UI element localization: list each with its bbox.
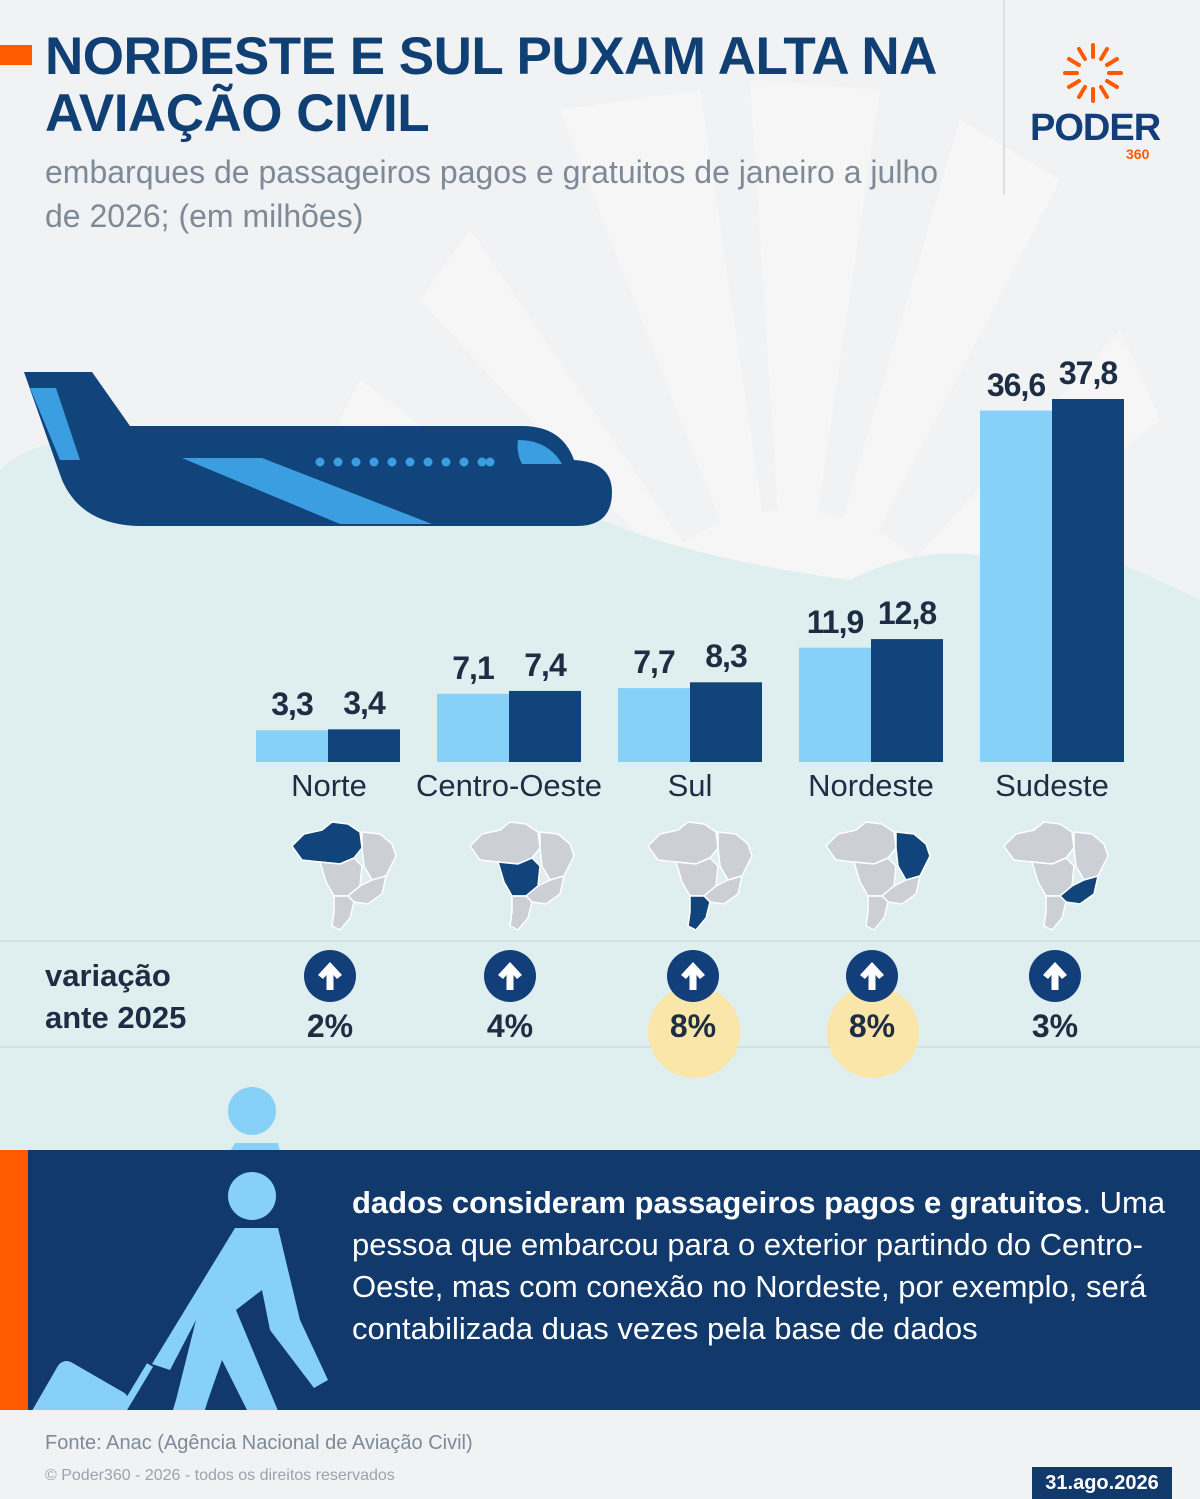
- brazil-map-icon: [291, 821, 397, 931]
- map-region-sul: [687, 895, 711, 931]
- variation-item-sul: 8%: [633, 948, 753, 1078]
- bar-norte-series-2: [328, 729, 400, 762]
- brazil-map-icon: [647, 821, 753, 931]
- region-label-sul: Sul: [667, 768, 713, 803]
- map-region-norte: [1003, 821, 1075, 865]
- bar-sudeste-series-1: [980, 410, 1052, 762]
- variation-item-centro-oeste: 4%: [450, 948, 570, 1068]
- up-arrow-icon: [304, 950, 356, 1002]
- bar-norte-series-1: [256, 730, 328, 762]
- variation-percent: 8%: [669, 1008, 717, 1044]
- bar-sudeste-series-2: [1052, 399, 1124, 762]
- page-title: NORDESTE E SUL PUXAM ALTA NA AVIAÇÃO CIV…: [45, 27, 935, 143]
- brazil-map-icon: [825, 821, 931, 931]
- map-region-sul: [865, 895, 889, 931]
- bar-value-label: 7,1: [452, 649, 494, 686]
- page-subtitle: embarques de passageiros pagos e gratuit…: [45, 154, 939, 234]
- variation-item-sudeste: 3%: [995, 948, 1115, 1068]
- brand-number: 360: [1126, 146, 1150, 162]
- bar-value-label: 7,7: [633, 644, 675, 681]
- up-arrow-icon: [1029, 950, 1081, 1002]
- variation-item-nordeste: 8%: [812, 948, 932, 1078]
- map-region-norte: [825, 821, 897, 865]
- map-region-nordeste: [895, 831, 931, 881]
- variation-percent: 8%: [848, 1008, 896, 1044]
- map-region-norte: [291, 821, 363, 865]
- up-arrow-icon: [846, 950, 898, 1002]
- copyright-text: © Poder360 - 2026 - todos os direitos re…: [45, 1467, 395, 1484]
- up-arrow-icon: [667, 950, 719, 1002]
- map-region-norte: [647, 821, 719, 865]
- brand-separator: [1003, 0, 1005, 195]
- region-label-nordeste: Nordeste: [808, 768, 934, 803]
- source-text: Fonte: Anac (Agência Nacional de Aviação…: [45, 1432, 473, 1454]
- bar-value-label: 36,6: [986, 366, 1046, 403]
- map-region-nordeste: [717, 831, 753, 881]
- variation-percent: 3%: [1031, 1008, 1079, 1044]
- brazil-map-icon: [1003, 821, 1109, 931]
- bar-sul-series-2: [690, 682, 762, 762]
- bar-value-label: 7,4: [524, 646, 566, 683]
- map-region-nordeste: [361, 831, 397, 881]
- brand-name: PODER: [1030, 107, 1161, 149]
- sun-logo-icon: [1063, 43, 1123, 103]
- bar-value-label: 8,3: [705, 638, 747, 675]
- region-label-norte: Norte: [291, 768, 367, 803]
- bar-value-label: 37,8: [1058, 355, 1118, 391]
- bar-value-label: 12,8: [877, 595, 937, 632]
- brazil-map-icon: [469, 821, 575, 931]
- traveler-overlay-icon: [11, 1172, 328, 1410]
- bar-nordeste-series-2: [871, 639, 943, 762]
- bar-value-label: 11,9: [806, 603, 865, 640]
- map-region-norte: [469, 821, 541, 865]
- bar-centro-oeste-series-1: [437, 693, 509, 762]
- map-region-sul: [509, 895, 533, 931]
- variation-percent: 4%: [486, 1008, 534, 1044]
- map-region-nordeste: [1073, 831, 1109, 881]
- bar-sul-series-1: [618, 688, 690, 762]
- bar-centro-oeste-series-2: [509, 690, 581, 762]
- map-region-nordeste: [539, 831, 575, 881]
- note-text: dados consideram passageiros pagos e gra…: [352, 1185, 1166, 1346]
- airplane-icon: [24, 372, 612, 526]
- variation-label: variação ante 2025: [45, 958, 187, 1035]
- region-label-centro-oeste: Centro-Oeste: [415, 768, 603, 803]
- map-region-sul: [1043, 895, 1067, 931]
- bar-nordeste-series-1: [799, 647, 871, 762]
- up-arrow-icon: [484, 950, 536, 1002]
- date-badge: 31.ago.2026: [1032, 1467, 1172, 1499]
- variation-item-norte: 2%: [270, 948, 390, 1068]
- bar-value-label: 3,4: [343, 685, 385, 722]
- title-accent-bar: [0, 45, 32, 65]
- bar-value-label: 3,3: [271, 686, 313, 723]
- map-region-sul: [331, 895, 355, 931]
- note-accent-bar: [0, 1150, 28, 1410]
- variation-percent: 2%: [306, 1008, 354, 1044]
- bar-chart: [256, 399, 1124, 762]
- region-label-sudeste: Sudeste: [995, 768, 1109, 803]
